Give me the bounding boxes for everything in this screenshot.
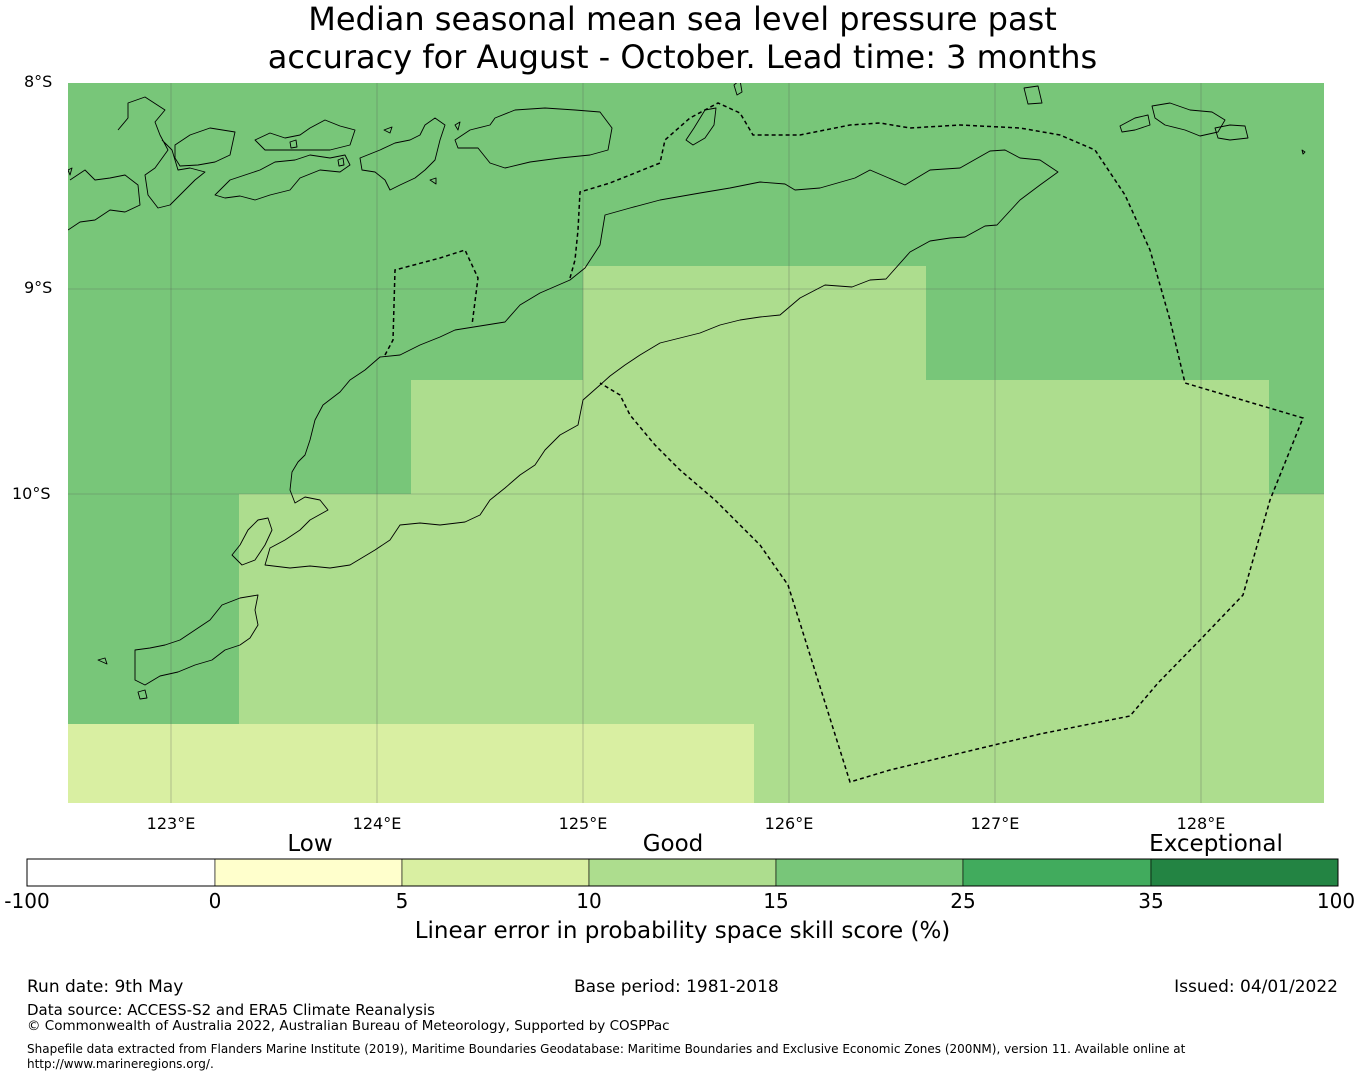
island-coastline: [454, 107, 613, 169]
colorbar-title: Linear error in probability space skill …: [414, 918, 951, 944]
island-coastline: [254, 119, 356, 151]
island-coastline: [174, 127, 236, 167]
colorbar: [26, 858, 1339, 887]
shapefile-credit-line-1: Shapefile data extracted from Flanders M…: [27, 1042, 1186, 1056]
category-low: Low: [287, 831, 333, 857]
colorbar-segment: [26, 858, 216, 887]
colorbar-tick: -100: [4, 889, 50, 913]
island-coastline: [1023, 85, 1043, 105]
colorbar-tick: 5: [395, 889, 409, 913]
lon-label-123e: 123°E: [146, 814, 196, 833]
island-coastline: [359, 117, 446, 191]
island-coastline: [383, 126, 393, 134]
shapefile-credit-line-2: http://www.marineregions.org/.: [27, 1057, 214, 1071]
semau-coastline: [231, 517, 273, 566]
run-date: Run date: 9th May: [27, 977, 184, 997]
gridlines: [68, 83, 1324, 803]
colorbar-segment: [401, 858, 590, 887]
colorbar-segment: [775, 858, 964, 887]
island-coastline: [454, 121, 461, 131]
island-coastline: [68, 167, 73, 176]
flores-coastline: [68, 169, 141, 231]
oecusse-boundary: [384, 249, 479, 356]
lat-label-10s: 10°S: [12, 484, 51, 503]
title-line-1: Median seasonal mean sea level pressure …: [308, 0, 1057, 38]
island-coastline: [337, 157, 345, 167]
colorbar-segment: [588, 858, 777, 887]
timor-coastline: [264, 149, 1059, 569]
coastlines: [68, 83, 1306, 700]
lat-label-9s: 9°S: [24, 278, 53, 297]
category-exceptional: Exceptional: [1149, 831, 1283, 857]
island-coastline: [289, 139, 298, 149]
island-coastline: [117, 96, 206, 209]
maritime-boundaries: [384, 102, 1305, 783]
copyright: © Commonwealth of Australia 2022, Austra…: [27, 1018, 670, 1034]
colorbar-segment: [214, 858, 403, 887]
colorbar-tick: 0: [208, 889, 222, 913]
issued-date: Issued: 04/01/2022: [1174, 977, 1338, 997]
colorbar-tick: 15: [763, 889, 789, 913]
lon-label-127e: 127°E: [970, 814, 1020, 833]
category-good: Good: [642, 831, 704, 857]
colorbar-tick: 35: [1138, 889, 1164, 913]
colorbar-frame: [26, 858, 1339, 887]
skill-cell-10-15: [411, 380, 1269, 494]
island-coastline: [429, 177, 437, 185]
island-coastline: [214, 154, 351, 201]
colorbar-tick: 25: [950, 889, 976, 913]
colorbar-segment: [1150, 858, 1339, 887]
title-line-2: accuracy for August - October. Lead time…: [267, 38, 1098, 76]
map-area: [68, 83, 1324, 803]
chart-title: Median seasonal mean sea level pressure …: [0, 0, 1365, 76]
lon-label-128e: 128°E: [1176, 814, 1226, 833]
base-period: Base period: 1981-2018: [574, 977, 779, 997]
skill-cell-10-15: [583, 266, 926, 380]
island-coastline: [97, 657, 108, 665]
island-coastline: [1151, 102, 1226, 137]
atauro-coastline: [685, 107, 717, 146]
island-coastline: [1119, 114, 1151, 133]
lon-label-124e: 124°E: [352, 814, 402, 833]
colorbar-tick: 100: [1316, 889, 1356, 913]
lon-label-126e: 126°E: [764, 814, 814, 833]
island-coastline: [1214, 124, 1249, 141]
data-source: Data source: ACCESS-S2 and ERA5 Climate …: [27, 1001, 435, 1019]
colorbar-tick: 10: [576, 889, 602, 913]
skill-cell-5-10: [68, 724, 754, 803]
island-coastline: [1301, 149, 1306, 155]
island-coastline: [137, 689, 148, 700]
colorbar-segment: [962, 858, 1152, 887]
island-coastline: [733, 83, 743, 96]
rote-coastline: [134, 594, 259, 686]
lon-label-125e: 125°E: [558, 814, 608, 833]
eez-boundary-north: [569, 102, 1305, 783]
lat-label-8s: 8°S: [24, 72, 53, 91]
